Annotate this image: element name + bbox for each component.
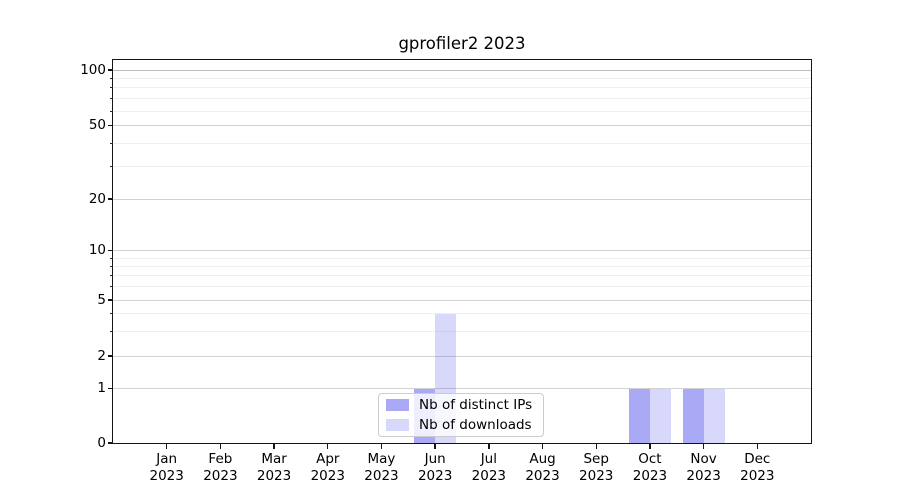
y-gridline-major <box>113 125 811 127</box>
y-tick-mark <box>108 249 113 252</box>
y-tick-mark-minor <box>110 166 113 168</box>
y-tick-label: 0 <box>97 434 106 451</box>
legend-swatch-distinct-ips <box>386 399 409 411</box>
y-gridline-minor <box>113 166 811 168</box>
x-tick-mark <box>541 443 544 449</box>
x-tick-label: Jul 2023 <box>471 451 507 484</box>
x-tick-mark <box>165 443 168 449</box>
x-tick-label: Apr 2023 <box>310 451 345 484</box>
y-gridline-major <box>113 299 811 301</box>
y-gridline-minor <box>113 98 811 100</box>
x-tick-label: Dec 2023 <box>740 451 775 484</box>
y-gridline-major <box>113 388 811 389</box>
y-tick-mark <box>108 69 113 71</box>
y-tick-mark <box>108 198 113 200</box>
y-gridline-major <box>113 355 811 357</box>
bar-distinct-ips-oct <box>628 388 650 443</box>
y-tick-mark-minor <box>110 110 113 112</box>
legend: Nb of distinct IPs Nb of downloads <box>378 393 544 437</box>
y-tick-mark-minor <box>110 330 113 332</box>
chart-title: gprofiler2 2023 <box>398 34 526 53</box>
x-tick-label: Jun 2023 <box>417 451 453 484</box>
y-gridline-minor <box>113 257 811 259</box>
y-gridline-major <box>113 250 811 251</box>
legend-label-downloads: Nb of downloads <box>419 417 532 433</box>
y-gridline-minor <box>113 313 811 315</box>
y-tick-mark-minor <box>110 98 113 100</box>
x-tick-label: Sep 2023 <box>579 451 614 484</box>
x-tick-mark <box>702 443 705 449</box>
y-tick-label: 100 <box>80 61 106 78</box>
plot-area <box>113 60 811 443</box>
y-tick-mark <box>108 355 113 357</box>
x-tick-label: May 2023 <box>364 451 399 484</box>
y-gridline-minor <box>113 275 811 277</box>
y-gridline-minor <box>113 87 811 89</box>
y-tick-label: 2 <box>97 347 106 364</box>
y-gridline-major <box>113 198 811 200</box>
x-tick-label: Nov 2023 <box>686 451 721 484</box>
x-tick-mark <box>756 443 758 449</box>
y-gridline-minor <box>113 330 811 332</box>
y-tick-label: 5 <box>97 291 106 308</box>
y-tick-mark <box>108 387 113 390</box>
y-tick-label: 10 <box>88 242 106 258</box>
x-tick-label: Aug 2023 <box>525 451 560 484</box>
x-tick-mark <box>219 443 222 449</box>
y-tick-mark-minor <box>110 77 113 79</box>
bar-downloads-oct <box>649 388 671 443</box>
y-tick-mark <box>108 442 113 444</box>
y-tick-mark-minor <box>110 87 113 89</box>
y-tick-label: 1 <box>97 380 106 396</box>
y-tick-mark-minor <box>110 286 113 288</box>
bar-downloads-nov <box>703 388 725 443</box>
bar-distinct-ips-nov <box>682 388 704 443</box>
x-tick-label: Jan 2023 <box>149 451 184 484</box>
x-tick-mark <box>595 443 597 449</box>
y-gridline-minor <box>113 77 811 79</box>
legend-label-distinct-ips: Nb of distinct IPs <box>419 397 533 413</box>
legend-item-downloads: Nb of downloads <box>386 415 543 435</box>
y-gridline-minor <box>113 143 811 145</box>
x-tick-label: Oct 2023 <box>632 451 668 484</box>
y-gridline-minor <box>113 110 811 112</box>
y-tick-mark <box>108 125 113 127</box>
y-tick-mark-minor <box>110 257 113 259</box>
x-tick-mark <box>649 443 651 449</box>
x-tick-label: Mar 2023 <box>256 451 292 484</box>
legend-item-distinct-ips: Nb of distinct IPs <box>386 395 543 415</box>
y-tick-label: 20 <box>88 190 106 207</box>
y-tick-mark <box>108 299 113 301</box>
y-tick-mark-minor <box>110 265 113 267</box>
x-tick-mark <box>273 443 275 449</box>
x-tick-mark <box>327 443 329 449</box>
x-tick-mark <box>380 443 383 449</box>
x-tick-mark <box>434 443 436 449</box>
y-gridline-major <box>113 69 811 71</box>
legend-swatch-downloads <box>386 419 409 431</box>
y-tick-mark-minor <box>110 143 113 145</box>
y-tick-mark-minor <box>110 275 113 277</box>
y-gridline-minor <box>113 265 811 267</box>
y-tick-mark-minor <box>110 313 113 315</box>
x-tick-label: Feb 2023 <box>203 451 238 484</box>
x-tick-mark <box>488 443 490 449</box>
y-tick-label: 50 <box>88 117 106 134</box>
y-gridline-minor <box>113 286 811 288</box>
